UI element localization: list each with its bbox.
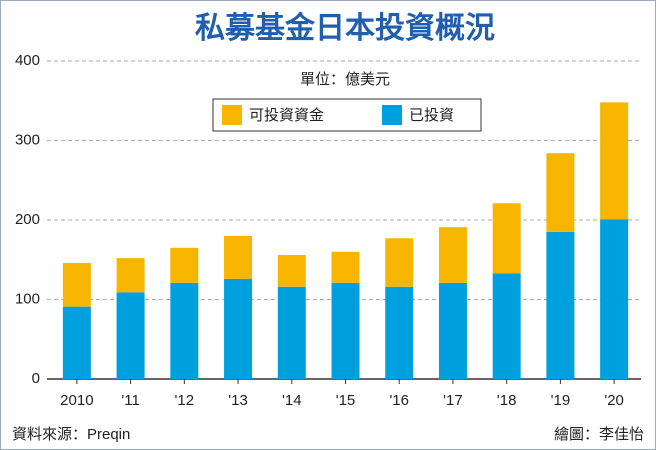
x-tick-label: '15 bbox=[336, 392, 356, 409]
bar bbox=[546, 231, 575, 379]
x-tick-label: '20 bbox=[604, 392, 624, 409]
bar bbox=[331, 282, 360, 379]
bar bbox=[224, 235, 253, 279]
bar bbox=[600, 219, 629, 379]
x-tick-label: '17 bbox=[443, 392, 463, 409]
bar bbox=[170, 282, 199, 379]
x-tick-label: '16 bbox=[389, 392, 409, 409]
bar bbox=[277, 286, 306, 379]
y-tick-label: 200 bbox=[15, 211, 40, 228]
bar bbox=[116, 258, 145, 293]
legend-box bbox=[212, 98, 482, 132]
legend-label: 已投資 bbox=[409, 107, 454, 124]
x-tick-label: '13 bbox=[228, 392, 248, 409]
bar bbox=[277, 254, 306, 287]
bar bbox=[62, 306, 91, 379]
bar bbox=[116, 292, 145, 379]
bar bbox=[224, 278, 253, 379]
legend-label: 可投資資金 bbox=[249, 107, 324, 124]
bar bbox=[492, 273, 521, 379]
x-tick-label: '18 bbox=[497, 392, 517, 409]
bar bbox=[385, 286, 414, 379]
credit: 繪圖：李佳怡 bbox=[554, 425, 644, 443]
chart-title: 私募基金日本投資概況 bbox=[195, 11, 495, 45]
bar bbox=[438, 227, 467, 283]
bar bbox=[62, 262, 91, 307]
bar bbox=[492, 203, 521, 274]
source: 資料來源：Preqin bbox=[12, 426, 130, 443]
legend-swatch bbox=[222, 105, 242, 125]
x-tick-label: '11 bbox=[121, 392, 139, 409]
bar bbox=[170, 247, 199, 283]
legend-swatch bbox=[382, 105, 402, 125]
x-tick-label: 2010 bbox=[60, 392, 93, 409]
y-tick-label: 0 bbox=[32, 370, 40, 387]
x-tick-label: '14 bbox=[282, 392, 302, 409]
bar bbox=[546, 153, 575, 232]
unit-label: 單位：億美元 bbox=[300, 71, 390, 88]
bar bbox=[600, 102, 629, 220]
y-tick-label: 100 bbox=[15, 290, 40, 307]
bar bbox=[385, 238, 414, 287]
y-tick-label: 400 bbox=[15, 52, 40, 69]
bar bbox=[331, 251, 360, 283]
x-tick-label: '12 bbox=[175, 392, 195, 409]
bar bbox=[438, 282, 467, 379]
x-tick-label: '19 bbox=[551, 392, 571, 409]
y-tick-label: 300 bbox=[15, 131, 40, 148]
